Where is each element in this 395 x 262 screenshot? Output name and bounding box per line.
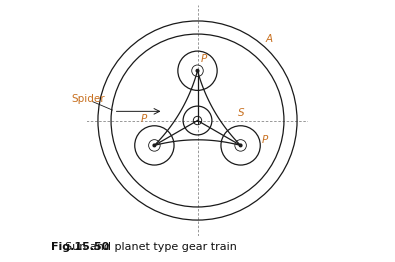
Text: Sun and planet type gear train: Sun and planet type gear train [51,242,237,252]
Text: P: P [141,114,147,124]
Text: P: P [201,54,207,64]
Text: A: A [265,34,273,44]
Text: Spider: Spider [72,94,105,104]
Text: P: P [261,135,268,145]
Circle shape [196,69,199,72]
Circle shape [153,144,156,147]
Circle shape [239,144,242,147]
Text: S: S [238,108,245,118]
Text: Fig.15.50: Fig.15.50 [51,242,109,252]
